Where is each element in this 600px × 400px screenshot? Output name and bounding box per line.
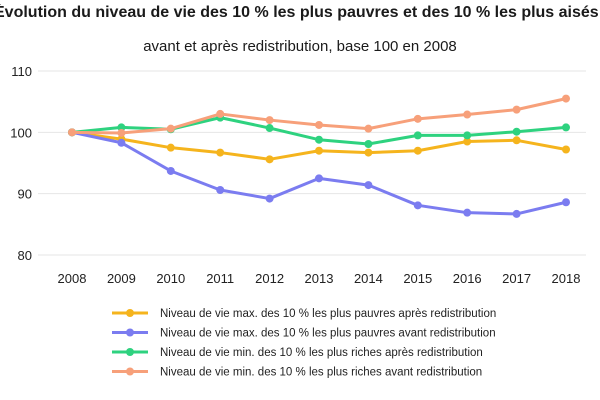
data-point (463, 137, 472, 146)
legend-item: Niveau de vie min. des 10 % les plus ric… (112, 347, 483, 359)
x-tick-label: 2016 (453, 271, 482, 286)
legend-label: Niveau de vie min. des 10 % les plus ric… (160, 347, 483, 359)
legend: Niveau de vie max. des 10 % les plus pau… (112, 308, 496, 379)
x-axis-ticks: 2008 2009 2010 2011 2012 2013 2014 2015 2016 2017… (58, 271, 581, 286)
data-point (315, 135, 323, 144)
data-point (117, 123, 126, 132)
y-tick-label: 110 (11, 64, 32, 79)
x-tick-label: 2011 (206, 271, 234, 286)
data-point (364, 139, 373, 148)
data-point (364, 148, 373, 157)
legend-label: Niveau de vie max. des 10 % les plus pau… (160, 328, 496, 340)
x-tick-label: 2018 (552, 271, 581, 286)
chart-title: Évolution du niveau de vie des 10 % les … (0, 4, 599, 21)
data-point (265, 116, 274, 125)
legend-swatch-marker (126, 309, 134, 317)
chart-subtitle: avant et après redistribution, base 100 … (143, 38, 457, 55)
data-point (562, 94, 570, 103)
legend-label: Niveau de vie max. des 10 % les plus pau… (160, 308, 496, 320)
legend-label: Niveau de vie min. des 10 % les plus ric… (160, 367, 482, 379)
legend-item: Niveau de vie max. des 10 % les plus pau… (112, 308, 496, 320)
data-point (265, 124, 274, 133)
data-point (315, 120, 323, 129)
data-point (413, 146, 422, 155)
data-point (562, 123, 570, 132)
y-tick-label: 80 (18, 248, 32, 263)
series-lines (68, 94, 570, 218)
x-tick-label: 2012 (255, 271, 284, 286)
data-point (68, 128, 76, 137)
legend-swatch-marker (126, 367, 134, 376)
data-point (364, 124, 373, 133)
x-tick-label: 2017 (502, 271, 531, 286)
x-tick-label: 2014 (354, 271, 383, 286)
series-4 (68, 94, 570, 137)
data-point (512, 105, 521, 114)
data-point (166, 124, 175, 133)
data-point (413, 201, 422, 210)
y-tick-label: 100 (10, 125, 32, 140)
x-tick-label: 2013 (305, 271, 334, 286)
data-point (463, 131, 472, 140)
data-point (562, 198, 570, 207)
data-point (413, 114, 422, 123)
legend-swatch-marker (126, 348, 134, 356)
grid-lines (38, 70, 586, 256)
data-point (166, 166, 175, 175)
legend-swatch-marker (126, 328, 134, 337)
y-tick-label: 90 (18, 187, 32, 202)
data-point (216, 109, 225, 118)
x-tick-label: 2008 (58, 271, 87, 286)
data-point (315, 146, 323, 155)
data-point (216, 185, 225, 194)
x-tick-label: 2015 (403, 271, 432, 286)
data-point (512, 209, 521, 218)
data-point (315, 174, 323, 183)
data-point (117, 128, 126, 137)
data-point (562, 145, 570, 154)
data-point (463, 208, 472, 217)
x-tick-label: 2010 (156, 271, 185, 286)
legend-item: Niveau de vie max. des 10 % les plus pau… (112, 328, 496, 340)
data-point (117, 138, 126, 147)
data-point (265, 194, 274, 203)
data-point (413, 131, 422, 140)
data-point (216, 148, 225, 157)
data-point (512, 127, 521, 136)
data-point (512, 136, 521, 145)
data-point (463, 110, 472, 119)
data-point (265, 155, 274, 164)
x-tick-label: 2009 (107, 271, 136, 286)
y-axis-ticks: 80 90 100 110 (10, 64, 32, 263)
data-point (364, 181, 373, 190)
legend-item: Niveau de vie min. des 10 % les plus ric… (112, 367, 482, 379)
data-point (166, 143, 175, 152)
